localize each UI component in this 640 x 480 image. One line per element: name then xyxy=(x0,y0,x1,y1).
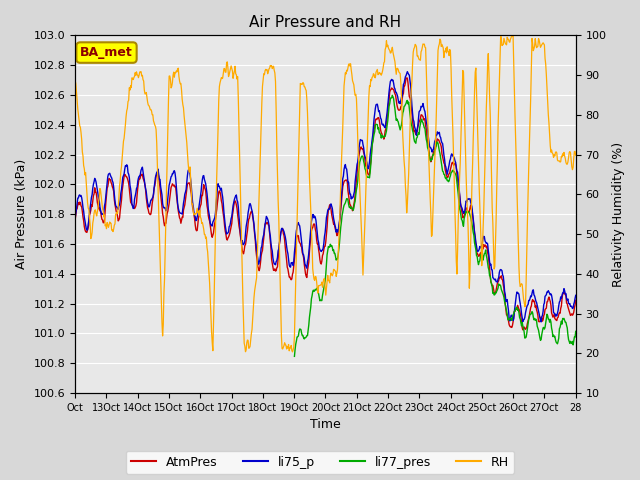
Legend: AtmPres, li75_p, li77_pres, RH: AtmPres, li75_p, li77_pres, RH xyxy=(126,451,514,474)
Title: Air Pressure and RH: Air Pressure and RH xyxy=(250,15,401,30)
Text: BA_met: BA_met xyxy=(80,46,133,59)
X-axis label: Time: Time xyxy=(310,419,341,432)
Y-axis label: Relativity Humidity (%): Relativity Humidity (%) xyxy=(612,142,625,287)
Y-axis label: Air Pressure (kPa): Air Pressure (kPa) xyxy=(15,159,28,269)
